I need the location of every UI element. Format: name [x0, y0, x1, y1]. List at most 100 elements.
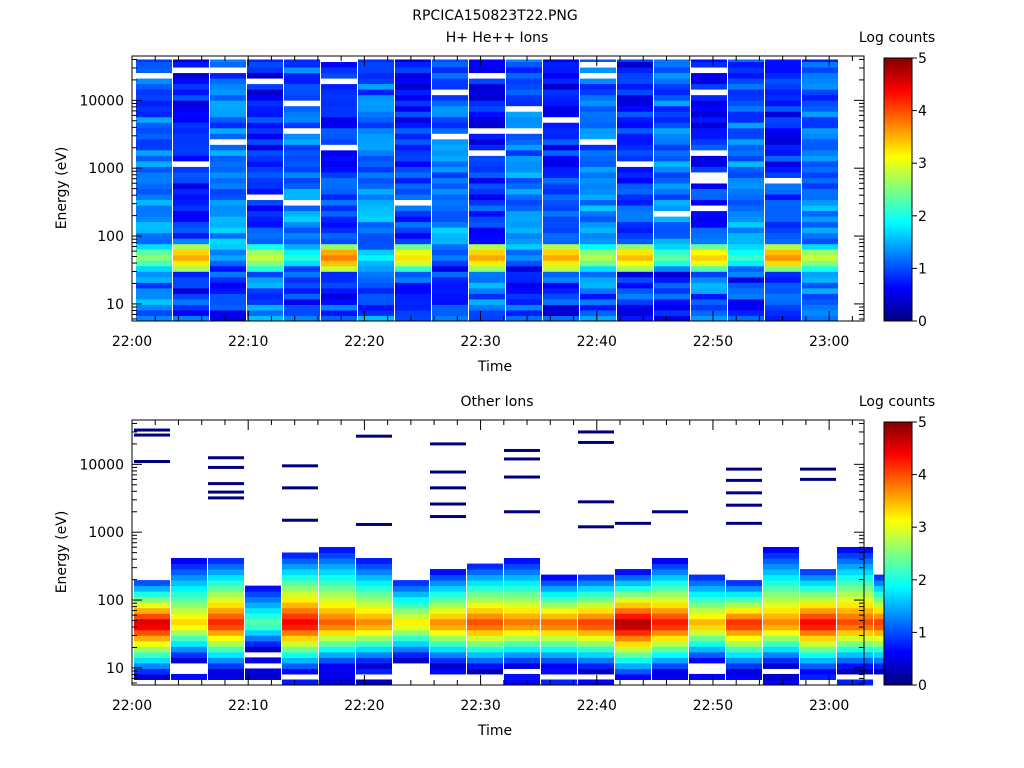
heatmap-cell	[208, 657, 244, 664]
heatmap-cell	[802, 249, 838, 256]
heatmap-cell	[541, 591, 577, 598]
sparse-count-line	[430, 502, 466, 506]
panel-h-he-ions-x-ticks: 22:00 22:10 22:20 22:30 22:40 22:50 23:00	[112, 56, 853, 350]
heatmap-cell	[654, 138, 690, 145]
heatmap-cell	[358, 83, 394, 90]
heatmap-cell	[432, 89, 468, 96]
heatmap-cell	[321, 254, 357, 261]
heatmap-cell	[504, 624, 540, 631]
heatmap-cell	[395, 72, 431, 79]
heatmap-cell	[430, 596, 466, 603]
heatmap-cell	[210, 149, 246, 156]
heatmap-cell	[543, 243, 579, 250]
heatmap-cell	[504, 585, 540, 592]
heatmap-cell	[728, 138, 764, 145]
heatmap-cell	[543, 315, 579, 322]
heatmap-cell	[282, 607, 318, 614]
heatmap-cell	[580, 260, 616, 267]
heatmap-cell	[321, 133, 357, 140]
heatmap-cell	[284, 160, 320, 167]
colorbar-tick-label: 0	[918, 314, 927, 330]
heatmap-cell	[171, 607, 207, 614]
heatmap-cell	[284, 144, 320, 151]
heatmap-cell	[173, 293, 209, 300]
heatmap-cell	[580, 61, 616, 68]
heatmap-cell	[136, 59, 172, 63]
heatmap-cell	[321, 298, 357, 305]
heatmap-cell	[395, 309, 431, 316]
heatmap-cell	[802, 243, 838, 250]
heatmap-cell	[543, 166, 579, 173]
heatmap-cell	[469, 144, 505, 151]
heatmap-cell	[284, 194, 320, 201]
heatmap-cell	[837, 585, 873, 592]
heatmap-cell	[245, 602, 281, 609]
heatmap-cell	[393, 651, 429, 658]
heatmap-cell	[395, 216, 431, 223]
heatmap-cell	[580, 133, 616, 140]
heatmap-cell	[652, 629, 688, 636]
heatmap-cell	[134, 602, 170, 609]
heatmap-cell	[210, 133, 246, 140]
heatmap-cell	[430, 646, 466, 653]
heatmap-cell	[136, 89, 172, 96]
heatmap-cell	[654, 282, 690, 289]
heatmap-cell	[321, 260, 357, 267]
heatmap-cell	[395, 293, 431, 300]
heatmap-cell	[654, 67, 690, 74]
heatmap-cell	[247, 287, 283, 294]
heatmap-cell	[469, 89, 505, 96]
heatmap-cell	[284, 177, 320, 184]
heatmap-cell	[245, 657, 281, 664]
heatmap-cell	[802, 205, 838, 212]
heatmap-cell	[247, 149, 283, 156]
heatmap-cell	[208, 668, 244, 675]
heatmap-cell	[691, 221, 727, 228]
heatmap-cell	[282, 585, 318, 592]
heatmap-cell	[617, 116, 653, 123]
heatmap-cell	[543, 282, 579, 289]
heatmap-cell	[282, 591, 318, 598]
heatmap-cell	[430, 657, 466, 664]
heatmap-cell	[765, 271, 801, 278]
heatmap-cell	[580, 298, 616, 305]
heatmap-cell	[395, 287, 431, 294]
heatmap-cell	[615, 651, 651, 658]
heatmap-cell	[210, 298, 246, 305]
heatmap-cell	[802, 89, 838, 96]
heatmap-cell	[728, 171, 764, 178]
heatmap-cell	[654, 271, 690, 278]
heatmap-cell	[837, 662, 873, 669]
sparse-count-line	[652, 510, 688, 514]
heatmap-cell	[726, 629, 762, 636]
sparse-count-line	[578, 525, 614, 529]
heatmap-cell	[543, 188, 579, 195]
heatmap-cell	[173, 188, 209, 195]
heatmap-cell	[578, 596, 614, 603]
heatmap-cell	[432, 249, 468, 256]
heatmap-cell	[691, 116, 727, 123]
heatmap-cell	[469, 182, 505, 189]
heatmap-cell	[765, 72, 801, 79]
heatmap-cell	[800, 607, 836, 614]
heatmap-cell	[321, 282, 357, 289]
heatmap-cell	[247, 260, 283, 267]
heatmap-cell	[652, 657, 688, 664]
heatmap-cell	[765, 116, 801, 123]
heatmap-cell	[654, 249, 690, 256]
heatmap-cell	[247, 72, 283, 79]
heatmap-cell	[800, 646, 836, 653]
heatmap-cell	[321, 149, 357, 156]
heatmap-cell	[208, 640, 244, 647]
heatmap-cell	[467, 618, 503, 625]
heatmap-cell	[506, 216, 542, 223]
heatmap-cell	[580, 282, 616, 289]
heatmap-cell	[245, 618, 281, 625]
heatmap-cell	[763, 646, 799, 653]
heatmap-cell	[654, 116, 690, 123]
heatmap-cell	[173, 122, 209, 129]
heatmap-cell	[691, 83, 727, 90]
heatmap-cell	[469, 166, 505, 173]
heatmap-cell	[506, 59, 542, 63]
heatmap-cell	[319, 585, 355, 592]
